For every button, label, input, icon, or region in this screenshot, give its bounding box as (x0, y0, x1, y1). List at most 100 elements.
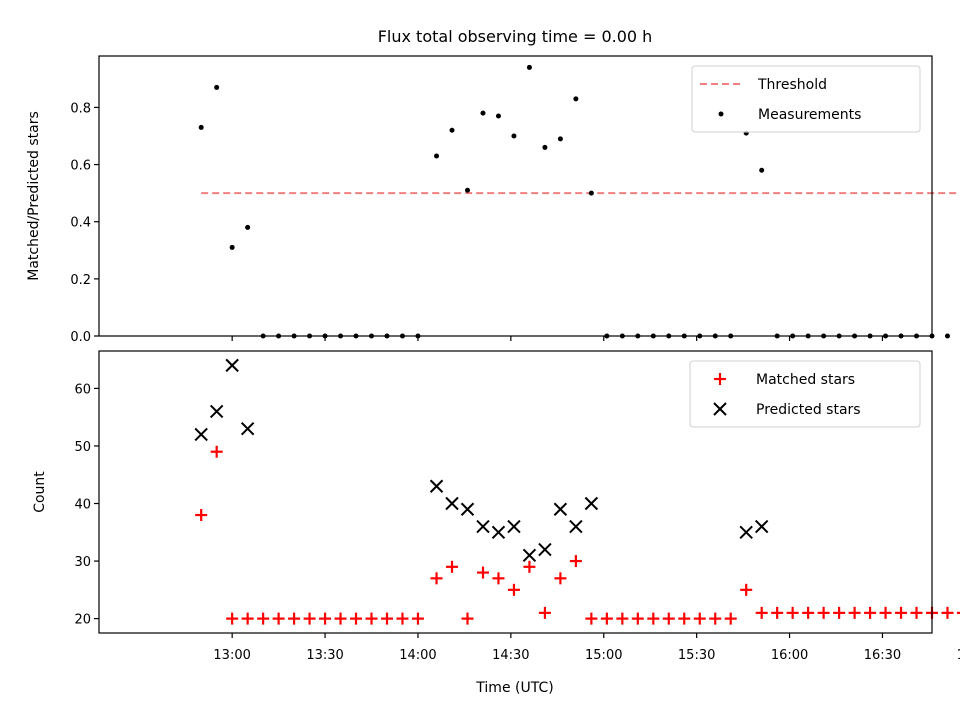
x-tick-label: 15:30 (678, 648, 715, 663)
bottom-axes-frame (98, 350, 933, 634)
predicted-star-point (429, 479, 444, 493)
bottom-y-tick-label: 50 (74, 440, 91, 455)
top-axes-frame (98, 55, 933, 337)
x-tick-label: 14:30 (492, 648, 529, 663)
measurement-point (542, 144, 548, 150)
measurement-point (214, 84, 220, 90)
measurement-point (573, 96, 579, 102)
top-y-tick-label: 0.4 (70, 216, 91, 231)
matched-star-point (319, 612, 332, 625)
bottom-panel: 20 30 40 50 60 13:00 13:30 14:00 14:30 15:00 15:3… (32, 350, 960, 696)
x-tick-label: 13:30 (306, 648, 343, 663)
matched-star-point (786, 606, 799, 619)
measurement-point (944, 333, 950, 339)
matched-star-point (257, 612, 270, 625)
measurement-point (480, 110, 486, 116)
top-y-axis-label: Matched/Predicted stars (26, 111, 42, 281)
matched-star-point (600, 612, 613, 625)
x-tick-label: 15:00 (585, 648, 622, 663)
bottom-y-tick-label: 20 (74, 613, 91, 628)
matched-star-point (879, 606, 892, 619)
predicted-star-point (476, 519, 490, 534)
matched-star-point (523, 560, 536, 573)
measurement-point (759, 167, 765, 173)
predicted-star-point (491, 525, 506, 539)
predicted-star-point (240, 421, 255, 436)
measurement-point (511, 133, 517, 139)
matched-star-point (492, 572, 505, 585)
legend-predicted-swatch (713, 402, 727, 416)
bottom-y-axis: 20 30 40 50 60 (74, 382, 99, 628)
top-legend: Threshold Measurements (691, 65, 921, 133)
predicted-star-point (739, 525, 753, 539)
matched-star-point (755, 606, 768, 619)
matched-star-point (693, 612, 706, 625)
x-tick-label: 17:00 (957, 648, 960, 663)
measurement-point (434, 153, 440, 159)
matched-star-point (538, 606, 551, 619)
bottom-legend-box (689, 360, 921, 428)
predicted-star-point (445, 496, 459, 511)
matched-star-point (195, 509, 208, 522)
x-axis-label: Time (UTC) (475, 680, 553, 696)
predicted-star-point (225, 358, 239, 373)
measurement-point (245, 224, 251, 230)
top-y-axis: 0.0 0.2 0.4 0.6 0.8 (70, 101, 99, 345)
matched-star-point (210, 445, 223, 458)
matched-star-point (864, 606, 877, 619)
matched-star-point (554, 572, 567, 585)
matched-star-point (430, 572, 443, 585)
x-tick-label: 13:00 (213, 648, 250, 663)
matched-star-point (334, 612, 347, 625)
top-x-ticks (231, 336, 884, 341)
matched-star-point (272, 612, 285, 625)
top-y-tick-label: 0.0 (70, 330, 91, 345)
predicted-star-point (194, 427, 208, 442)
matched-star-point (507, 583, 520, 596)
matched-star-point (833, 606, 846, 619)
bottom-y-tick-label: 40 (74, 498, 91, 513)
predicted-star-point (754, 519, 769, 534)
x-tick-label: 16:30 (864, 648, 901, 663)
bottom-y-tick-label: 60 (74, 382, 91, 397)
matched-star-point (476, 566, 489, 579)
matched-star-point (365, 612, 378, 625)
measurement-point (465, 187, 471, 193)
measurement-point (495, 113, 501, 119)
predicted-star-point (553, 502, 568, 516)
matched-star-point (303, 612, 316, 625)
matched-stars-layer (195, 445, 960, 625)
top-y-tick-label: 0.8 (70, 101, 91, 116)
predicted-star-point (507, 519, 521, 534)
top-legend-box (691, 65, 921, 133)
matched-star-point (802, 606, 815, 619)
chart-title: Flux total observing time = 0.00 h (378, 27, 653, 46)
matched-star-point (585, 612, 598, 625)
matched-star-point (848, 606, 861, 619)
legend-measurements-label: Measurements (758, 107, 861, 123)
legend-matched-swatch (714, 373, 726, 385)
matched-star-point (241, 612, 254, 625)
matched-star-point (910, 606, 923, 619)
matched-star-point (956, 611, 960, 614)
predicted-star-point (538, 542, 552, 557)
predicted-star-point (569, 519, 583, 534)
matched-star-point (724, 612, 737, 625)
matched-star-point (350, 612, 363, 625)
x-tick-label: 16:00 (771, 648, 808, 663)
measurement-point (198, 124, 204, 130)
matched-star-point (771, 606, 784, 619)
legend-matched-label: Matched stars (756, 372, 855, 388)
matched-star-point (631, 612, 644, 625)
measurement-point (449, 127, 455, 133)
legend-measurements-swatch (718, 111, 724, 117)
predicted-star-point (460, 502, 475, 516)
matched-star-point (380, 612, 393, 625)
measurement-point (526, 64, 532, 70)
matched-star-point (616, 612, 629, 625)
bottom-x-axis: 13:00 13:30 14:00 14:30 15:00 15:30 16:00 16:30… (213, 633, 960, 663)
matched-star-point (709, 612, 722, 625)
matched-star-point (941, 606, 954, 619)
measurement-point (557, 136, 563, 142)
